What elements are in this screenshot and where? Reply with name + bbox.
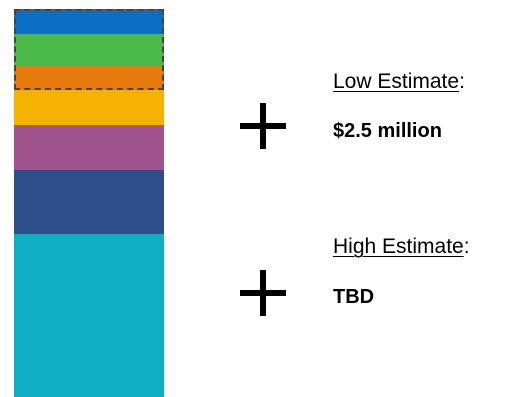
high-estimate-label: High Estimate: — [333, 235, 470, 259]
low-estimate-value: $2.5 million — [333, 120, 442, 142]
high-estimate-value: TBD — [333, 286, 375, 308]
high-estimate-label-text: High Estimate — [333, 235, 464, 258]
plus-icon — [240, 270, 286, 316]
plus-icon — [240, 103, 286, 149]
low-estimate-label-text: Low Estimate — [333, 70, 460, 93]
stack-segment-yellow — [14, 90, 164, 125]
high-estimate-label-colon: : — [463, 235, 470, 258]
stack-segment-navy — [14, 170, 164, 234]
low-estimate-label: Low Estimate: — [333, 70, 465, 94]
stacked-column — [14, 9, 164, 397]
low-estimate-label-colon: : — [459, 70, 465, 93]
stack-segment-purple — [14, 125, 164, 170]
stack-segment-orange — [14, 66, 164, 90]
stack-segment-green — [14, 34, 164, 66]
stack-segment-teal — [14, 234, 164, 397]
stack-segment-blue — [14, 9, 164, 34]
